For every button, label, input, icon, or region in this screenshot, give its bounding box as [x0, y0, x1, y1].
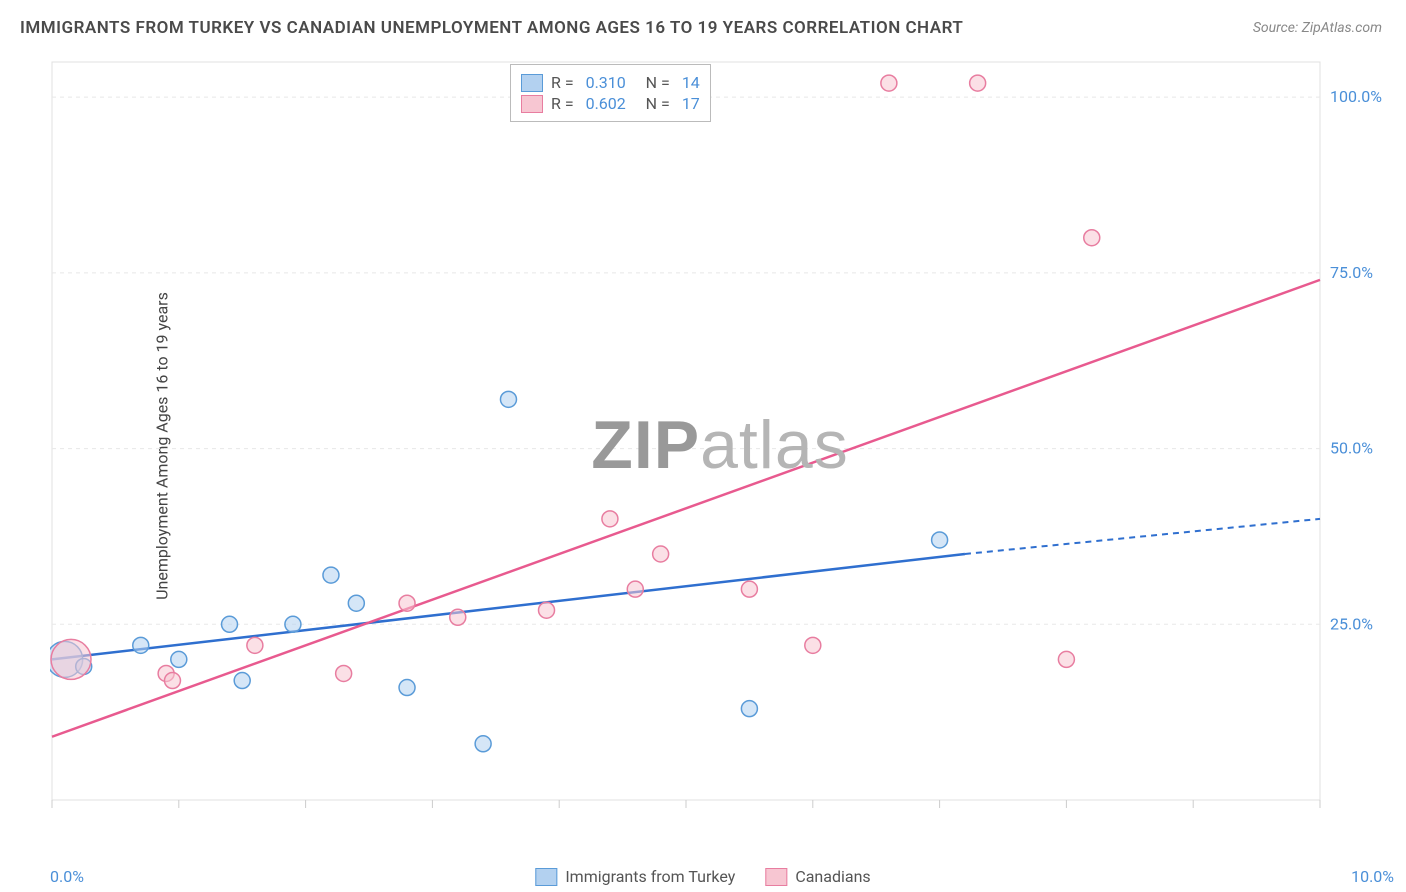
point-turkey — [133, 637, 149, 653]
point-canadians — [399, 595, 415, 611]
legend-row-turkey: R = 0.310 N = 14 — [521, 73, 700, 92]
series-legend: Immigrants from Turkey Canadians — [535, 867, 870, 886]
series-legend-label-turkey: Immigrants from Turkey — [565, 867, 735, 886]
point-turkey — [234, 673, 250, 689]
y-tick-label: 50.0% — [1330, 439, 1373, 458]
point-turkey — [285, 616, 301, 632]
series-legend-item-turkey: Immigrants from Turkey — [535, 867, 735, 886]
series-legend-swatch-canadians — [765, 868, 787, 886]
point-turkey — [475, 736, 491, 752]
legend-n-value-canadians: 17 — [678, 94, 700, 113]
y-tick-label: 75.0% — [1330, 263, 1373, 282]
point-turkey — [222, 616, 238, 632]
point-canadians — [653, 546, 669, 562]
point-canadians — [627, 581, 643, 597]
legend-n-label: N = — [634, 73, 670, 92]
point-turkey — [399, 680, 415, 696]
source-name: ZipAtlas.com — [1302, 20, 1382, 36]
point-canadians — [450, 609, 466, 625]
legend-swatch-canadians — [521, 95, 543, 113]
legend-r-label: R = — [551, 73, 574, 92]
legend-n-value-turkey: 14 — [678, 73, 700, 92]
plot-area: 25.0%50.0%75.0%100.0% R = 0.310 N = 14R … — [50, 60, 1390, 830]
point-canadians — [336, 665, 352, 681]
x-axis-max-label: 10.0% — [1351, 867, 1394, 886]
point-turkey — [348, 595, 364, 611]
point-canadians — [539, 602, 555, 618]
y-tick-label: 25.0% — [1330, 614, 1373, 633]
correlation-legend: R = 0.310 N = 14R = 0.602 N = 17 — [510, 64, 711, 122]
legend-n-label: N = — [634, 94, 670, 113]
chart-svg: 25.0% 50.0% 75.0% 100.0% — [50, 60, 1390, 830]
trend-line-dash-turkey — [965, 519, 1320, 554]
source-prefix: Source: — [1253, 20, 1302, 36]
point-canadians — [805, 637, 821, 653]
legend-swatch-turkey — [521, 74, 543, 92]
series-legend-swatch-turkey — [535, 868, 557, 886]
point-turkey — [323, 567, 339, 583]
trend-line-turkey — [52, 554, 965, 659]
y-tick-label: 100.0% — [1330, 87, 1382, 106]
point-turkey — [932, 532, 948, 548]
series-legend-item-canadians: Canadians — [765, 867, 870, 886]
chart-title: IMMIGRANTS FROM TURKEY VS CANADIAN UNEMP… — [20, 18, 963, 38]
legend-row-canadians: R = 0.602 N = 17 — [521, 94, 700, 113]
point-turkey — [171, 651, 187, 667]
point-canadians — [247, 637, 263, 653]
point-canadians — [970, 75, 986, 91]
point-canadians — [51, 639, 91, 679]
trend-line-canadians — [52, 280, 1320, 737]
source-label: Source: ZipAtlas.com — [1253, 20, 1382, 36]
point-canadians — [881, 75, 897, 91]
point-canadians — [164, 673, 180, 689]
point-canadians — [602, 511, 618, 527]
x-axis-min-label: 0.0% — [50, 867, 84, 886]
legend-r-value-turkey: 0.310 — [582, 73, 626, 92]
point-turkey — [500, 391, 516, 407]
point-canadians — [1084, 230, 1100, 246]
legend-r-label: R = — [551, 94, 574, 113]
point-turkey — [741, 701, 757, 717]
point-canadians — [741, 581, 757, 597]
series-legend-label-canadians: Canadians — [795, 867, 870, 886]
point-canadians — [1058, 651, 1074, 667]
legend-r-value-canadians: 0.602 — [582, 94, 626, 113]
